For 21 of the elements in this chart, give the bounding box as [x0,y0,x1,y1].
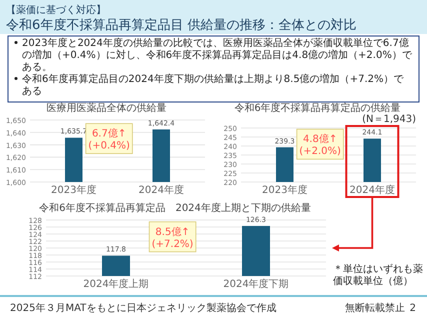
chart-title: 令和6年度不採算品再算定品の供給量 [234,102,401,114]
x-tick-label: 2024年度下期 [223,278,289,290]
x-tick-label: 2024年度上期 [83,278,149,290]
annotation: 8.5億↑ (+7.2%) [152,226,194,250]
x-tick-label: 2023年度 [51,184,96,196]
text: 2025年３月MATをもとに日本ジェネリック製薬協会で作成 [10,302,276,314]
x-tick-label: 2024年度 [350,184,395,196]
text: 【薬価に基づく対応】 [6,4,106,16]
text: 令和6年度再算定品目の2024年度下期の供給量は上期より8.5億の増加（+7.2%）である [22,73,404,97]
x-tick-label: 2024年度 [138,184,184,196]
chart-subtitle: (N＝1,943) [362,114,416,125]
text: 2023年度と2024年度の供給量の比較では、医療用医薬品全体が薬価収載単位で6.7億の増加（+0.4%）に対し、令和6年度不採算品再算定品目は4.8億の増加（+2.0%）である。 [22,37,413,73]
text: 無断転載禁止 [345,302,405,314]
text: 令和6年度不採算品再算定品目 供給量の推移：全体との対比 [6,17,356,33]
text: ＊単位はいずれも薬価収載単位（億） [333,263,423,287]
annotation: 4.8億↑ (+2.0%) [299,133,341,158]
text: 2 [410,303,416,314]
annotation: 6.7億↑ (+0.4%) [88,128,130,152]
chart-title: 医療用医薬品全体の供給量 [46,102,166,114]
chart-title: 令和6年度不採算品再算定品 2024年度上期と下期の供給量 [39,202,311,214]
x-tick-label: 2023年度 [262,184,308,196]
